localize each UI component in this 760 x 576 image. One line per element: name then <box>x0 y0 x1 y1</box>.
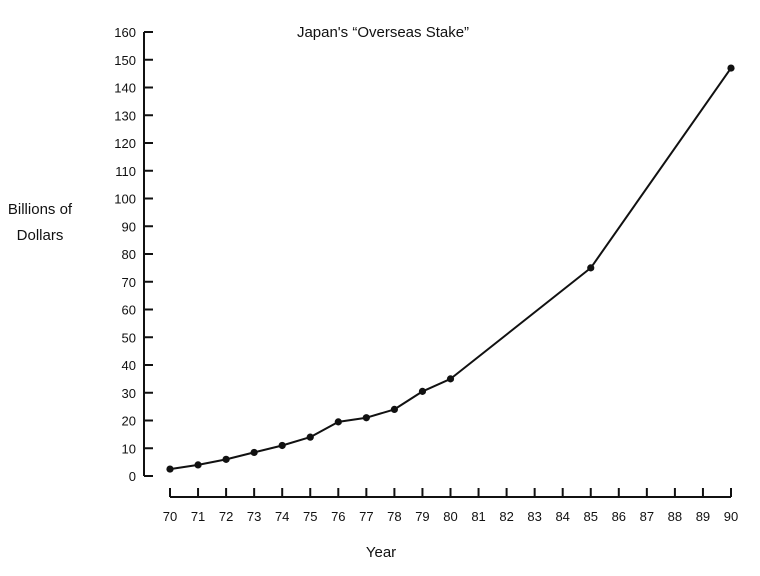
y-tick-label: 130 <box>114 108 136 123</box>
chart-title: Japan's “Overseas Stake” <box>297 24 469 41</box>
x-axis-ticks: 70 71 72 73 74 75 76 77 78 79 80 81 82 83 84 85 86 87 88 89… <box>163 488 738 524</box>
y-tick-label: 60 <box>122 303 136 318</box>
y-tick-label: 110 <box>115 164 136 179</box>
x-tick-label: 89 <box>696 509 710 524</box>
data-point <box>222 455 230 463</box>
x-axis-label: Year <box>366 544 396 561</box>
data-point <box>250 448 258 457</box>
y-tick-label: 160 <box>114 25 136 40</box>
data-point <box>362 414 370 422</box>
x-tick-label: 85 <box>584 509 598 524</box>
x-tick-label: 87 <box>640 509 654 524</box>
x-tick-label: 71 <box>191 509 205 524</box>
x-tick-label: 80 <box>443 509 457 524</box>
x-tick-label: 76 <box>331 509 345 524</box>
x-tick-label: 77 <box>359 509 373 524</box>
y-tick-label: 50 <box>122 330 136 345</box>
y-tick-label: 140 <box>114 81 136 96</box>
x-tick-label: 83 <box>527 509 541 524</box>
x-tick-label: 88 <box>668 509 682 524</box>
x-tick-label: 70 <box>163 509 177 524</box>
x-tick-label: 75 <box>303 509 317 524</box>
data-point <box>727 64 735 72</box>
data-point <box>278 441 286 450</box>
data-point <box>194 461 202 469</box>
series-line <box>169 67 732 471</box>
x-tick-label: 90 <box>724 509 738 524</box>
y-tick-label: 30 <box>122 386 136 401</box>
y-tick-label: 20 <box>122 414 136 429</box>
y-tick-label: 70 <box>122 275 136 290</box>
data-point <box>418 387 427 395</box>
series-group <box>166 64 735 473</box>
data-point <box>587 264 595 272</box>
y-tick-label: 40 <box>122 358 136 373</box>
y-tick-label: 80 <box>122 247 136 262</box>
y-axis-label-line-1: Billions of <box>8 201 73 218</box>
y-tick-label: 0 <box>129 469 136 484</box>
y-axis-ticks: 0 10 20 30 40 50 60 70 80 90 100 110 120 130 140 150 160 <box>114 25 153 484</box>
x-tick-label: 79 <box>415 509 429 524</box>
data-point <box>446 375 455 383</box>
x-tick-label: 82 <box>499 509 513 524</box>
x-tick-label: 74 <box>275 509 289 524</box>
y-tick-label: 100 <box>114 192 136 207</box>
data-point <box>334 418 342 426</box>
data-point <box>166 465 174 473</box>
data-point <box>306 433 314 441</box>
y-axis-label-line-2: Dollars <box>17 227 64 244</box>
y-tick-label: 10 <box>122 441 136 456</box>
x-tick-label: 81 <box>471 509 485 524</box>
x-tick-label: 73 <box>247 509 261 524</box>
x-tick-label: 86 <box>612 509 626 524</box>
x-tick-label: 72 <box>219 509 233 524</box>
y-tick-label: 90 <box>122 219 136 234</box>
y-tick-label: 120 <box>114 136 136 151</box>
y-tick-label: 150 <box>114 53 136 68</box>
x-tick-label: 78 <box>387 509 401 524</box>
x-tick-label: 84 <box>555 509 569 524</box>
data-point <box>390 405 398 413</box>
